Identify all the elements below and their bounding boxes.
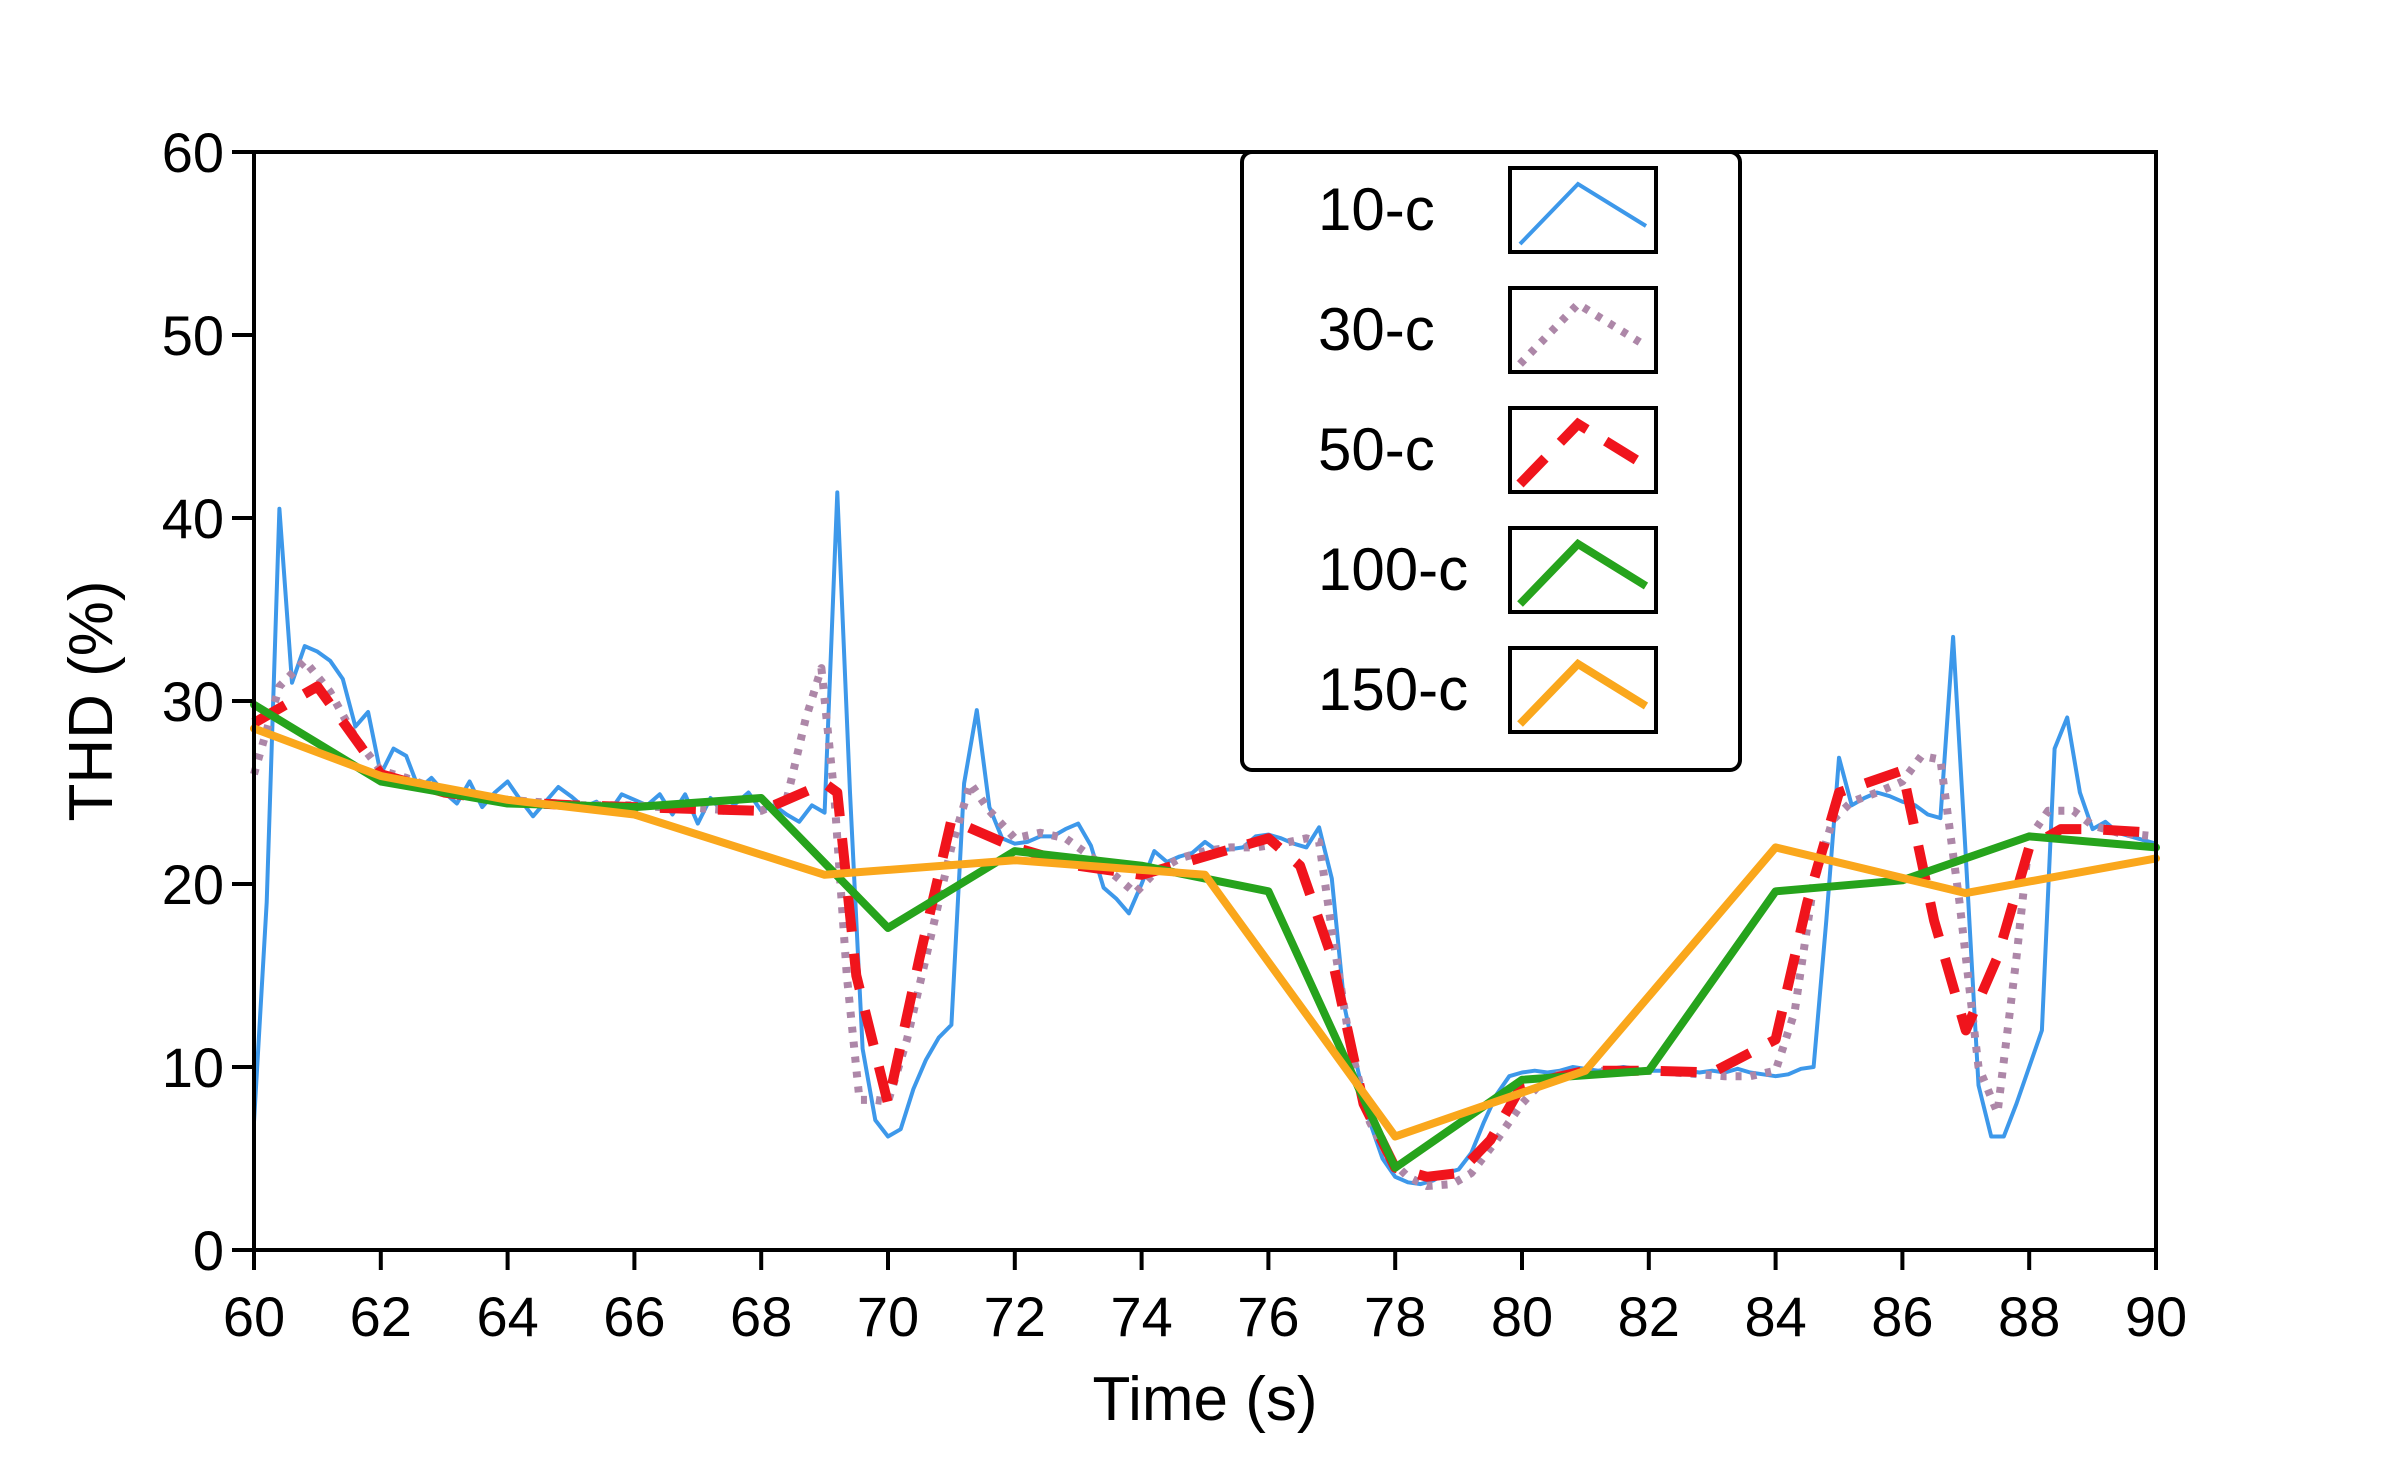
legend-item-100-c: 100-c xyxy=(1318,526,1658,614)
x-tick-label: 66 xyxy=(603,1285,665,1348)
legend-swatch-box xyxy=(1508,646,1658,734)
series-line-150-c xyxy=(250,724,2160,1141)
x-tick-label: 68 xyxy=(730,1285,792,1348)
legend: 10-c 30-c 50-c 100-c 150-c xyxy=(1240,150,1742,772)
x-tick-label: 88 xyxy=(1998,1285,2060,1348)
y-tick-label: 30 xyxy=(162,670,224,733)
x-tick-label: 78 xyxy=(1364,1285,1426,1348)
legend-item-30-c: 30-c xyxy=(1318,286,1658,374)
legend-items: 10-c 30-c 50-c 100-c 150-c xyxy=(1318,166,1658,734)
legend-box xyxy=(1240,150,1742,772)
series-line-50-c xyxy=(251,681,2157,1182)
legend-item-10-c: 10-c xyxy=(1318,166,1658,254)
x-tick-label: 80 xyxy=(1491,1285,1553,1348)
y-tick-label: 10 xyxy=(162,1036,224,1099)
axis-layer: 0 10 20 30 40 50 60 60 62 64 66 68 70 72 74 76 78 80 82 84 8… xyxy=(162,121,2187,1348)
series-line-30-c xyxy=(250,656,2157,1190)
legend-swatch-box xyxy=(1508,286,1658,374)
x-tick-label: 84 xyxy=(1744,1285,1806,1348)
y-tick-label: 20 xyxy=(162,853,224,916)
y-tick-label: 0 xyxy=(193,1219,224,1282)
y-axis-title: THD (%) xyxy=(57,580,126,821)
legend-item-50-c: 50-c xyxy=(1318,406,1658,494)
plot-frame xyxy=(252,150,2158,1252)
x-tick-label: 72 xyxy=(984,1285,1046,1348)
x-tick-label: 62 xyxy=(350,1285,412,1348)
legend-item-150-c: 150-c xyxy=(1318,646,1658,734)
y-tick-label: 50 xyxy=(162,304,224,367)
x-axis-title: Time (s) xyxy=(1093,1365,1318,1434)
legend-swatch-line xyxy=(1518,181,1648,246)
legend-label: 150-c xyxy=(1318,656,1468,723)
legend-swatch-box xyxy=(1508,166,1658,254)
legend-swatch-line xyxy=(1517,658,1649,727)
series-line-100-c xyxy=(250,700,2160,1172)
legend-label: 50-c xyxy=(1318,416,1435,483)
legend-label: 30-c xyxy=(1318,296,1435,363)
x-tick-label: 86 xyxy=(1871,1285,1933,1348)
series-line-10-c xyxy=(252,490,2158,1187)
y-tick-label: 60 xyxy=(162,121,224,184)
legend-swatch-box xyxy=(1508,406,1658,494)
legend-swatch-line xyxy=(1517,538,1649,607)
series-layer xyxy=(250,490,2160,1190)
legend-swatch-line xyxy=(1516,417,1649,488)
x-tick-label: 64 xyxy=(476,1285,538,1348)
legend-swatch-line xyxy=(1517,298,1649,367)
y-tick-label: 40 xyxy=(162,487,224,550)
x-tick-label: 82 xyxy=(1618,1285,1680,1348)
x-tick-label: 90 xyxy=(2125,1285,2187,1348)
legend-swatch-box xyxy=(1508,526,1658,614)
legend-label: 10-c xyxy=(1318,176,1435,243)
x-tick-label: 60 xyxy=(223,1285,285,1348)
x-tick-label: 74 xyxy=(1110,1285,1172,1348)
x-tick-label: 70 xyxy=(857,1285,919,1348)
legend-label: 100-c xyxy=(1318,536,1468,603)
x-tick-label: 76 xyxy=(1237,1285,1299,1348)
